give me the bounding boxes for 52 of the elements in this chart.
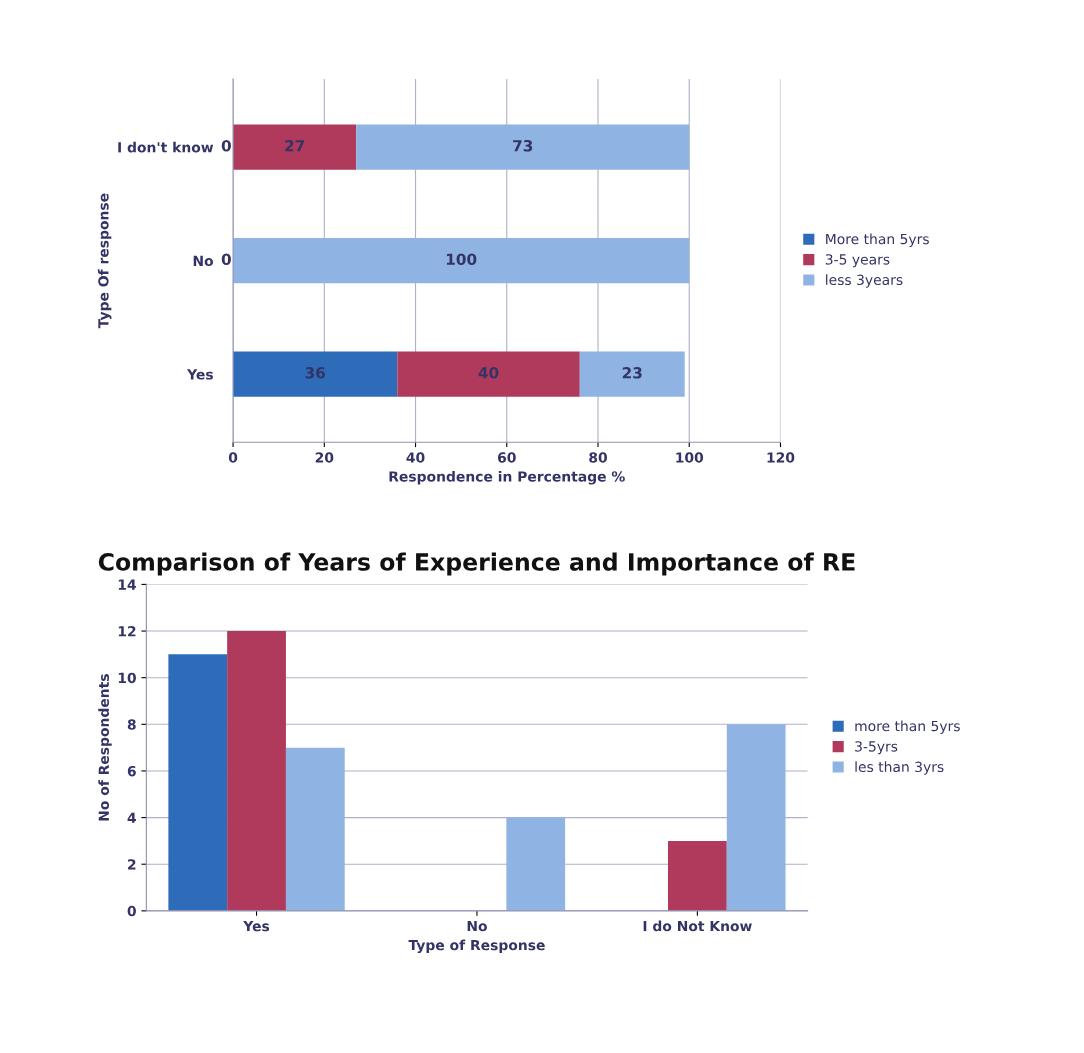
y-tick-label: 4 — [127, 812, 136, 823]
x-tick-label: 20 — [315, 452, 334, 463]
data-label: 73 — [513, 139, 533, 152]
data-label: 36 — [305, 367, 325, 379]
y-axis-title: No of Respondents — [98, 674, 112, 821]
y-axis-title: Type Of response — [97, 193, 112, 329]
bar — [233, 351, 398, 397]
x-tick-label: 120 — [767, 452, 795, 463]
legend-label: 3-5yrs — [855, 741, 898, 755]
y-tick-label: 8 — [127, 719, 136, 730]
y-tick-label: I don't know — [118, 141, 214, 153]
x-tick-label: 0 — [228, 452, 238, 463]
bar — [579, 351, 685, 397]
legend-label: More than 5yrs — [826, 233, 929, 247]
x-tick-label: I do Not Know — [643, 920, 752, 932]
y-tick-label: Yes — [187, 369, 213, 380]
bar — [227, 631, 286, 911]
data-label: 23 — [622, 367, 642, 379]
x-tick-label: Yes — [243, 920, 270, 932]
x-axis-title: Respondence in Percentage % — [389, 470, 625, 485]
annotation: 0 — [221, 253, 231, 266]
legend-label: more than 5yrs — [855, 720, 960, 734]
x-axis-title: Type of Response — [408, 939, 545, 954]
x-tick-label: 60 — [497, 452, 516, 463]
y-tick-label: 10 — [118, 672, 136, 684]
data-label: 40 — [478, 367, 499, 379]
x-tick-label: 40 — [406, 452, 425, 463]
y-tick-label: 14 — [118, 579, 136, 590]
annotation: 0 — [221, 139, 231, 152]
data-label: 27 — [285, 139, 305, 152]
legend-label: les than 3yrs — [855, 761, 944, 775]
legend-label: less 3years — [826, 274, 903, 288]
legend-label: 3-5 years — [825, 254, 890, 268]
bar — [356, 124, 690, 170]
x-tick-label: 100 — [676, 452, 704, 463]
bar — [285, 747, 345, 911]
bar — [667, 840, 727, 911]
y-tick-label: 2 — [128, 859, 136, 870]
bar — [397, 351, 580, 397]
bar — [506, 817, 566, 911]
chart-title: Comparison of Years of Experience and Importance of RE — [98, 552, 855, 576]
bar — [726, 724, 786, 911]
y-tick-label: No — [193, 255, 214, 267]
bar — [233, 237, 690, 284]
x-tick-label: No — [467, 920, 487, 932]
y-tick-label: 6 — [127, 765, 136, 777]
bar — [168, 654, 228, 911]
y-tick-label: 12 — [118, 626, 136, 637]
data-label: 100 — [446, 253, 477, 266]
bar — [233, 124, 357, 170]
x-tick-label: 80 — [589, 452, 608, 463]
y-tick-label: 0 — [127, 905, 136, 917]
